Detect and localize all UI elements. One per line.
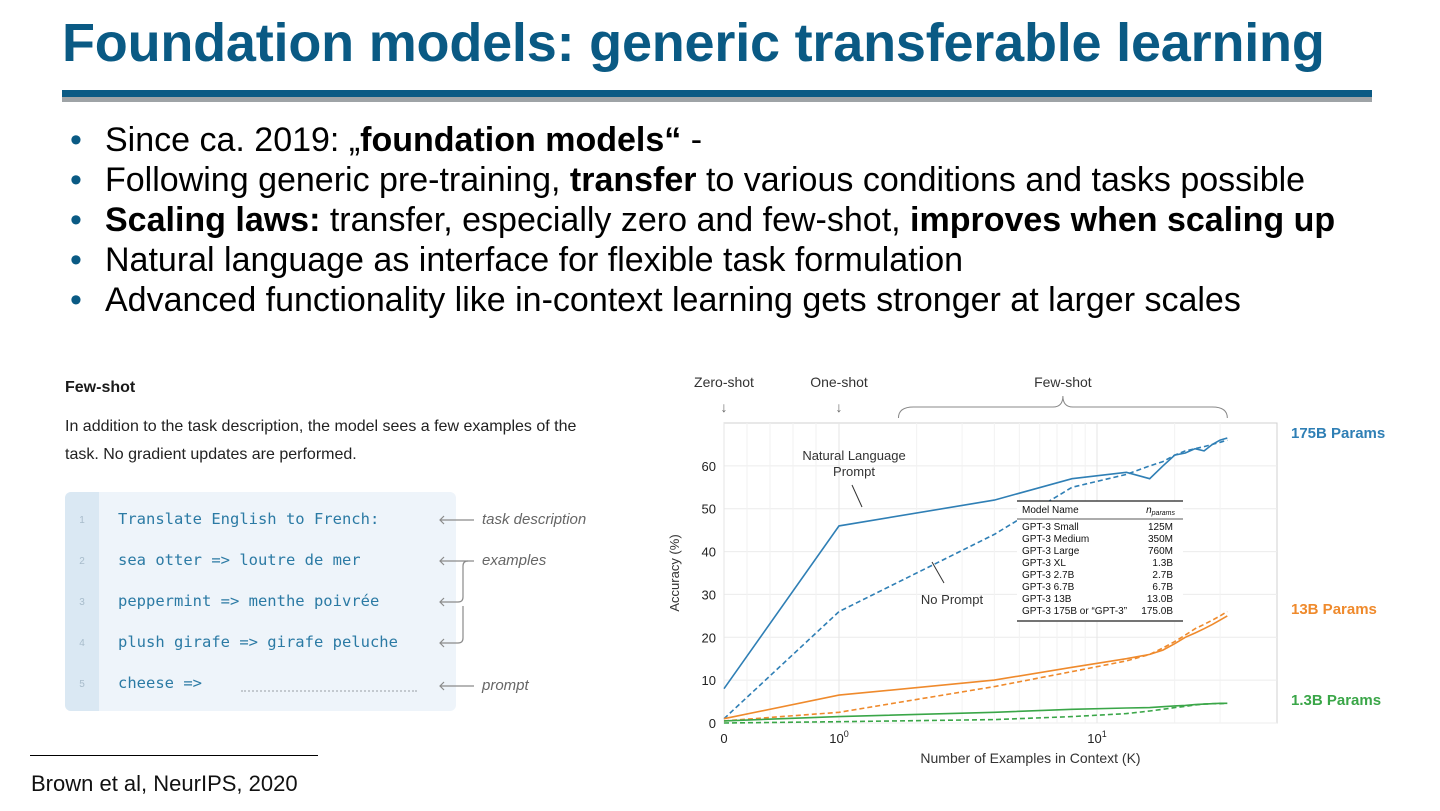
- bullet-text: Since ca. 2019: „: [105, 121, 361, 159]
- bullet-text: Advanced functionality like in-context l…: [105, 281, 1241, 319]
- table-cell-params: 350M: [1148, 534, 1173, 545]
- code-text: sea otter => loutre de mer: [118, 551, 361, 569]
- fewshot-description: In addition to the task description, the…: [65, 418, 577, 463]
- model-table-bg: [1017, 501, 1183, 622]
- table-cell-name: GPT-3 6.7B: [1022, 582, 1075, 593]
- series-line-0: [723, 437, 1228, 690]
- bullet-item: Following generic pre-training, transfer…: [70, 160, 1335, 200]
- series-line-4: [723, 702, 1228, 722]
- bullet-text: -: [681, 121, 703, 159]
- citation: Brown et al, NeurIPS, 2020: [31, 771, 298, 796]
- series-line-1: [723, 439, 1228, 720]
- annotation-prompt: prompt: [482, 677, 529, 694]
- plot-area: [723, 422, 1278, 724]
- bullet-item: Scaling laws: transfer, especially zero …: [70, 200, 1335, 240]
- annotation-examples: examples: [482, 552, 547, 569]
- table-cell-params: 13.0B: [1147, 594, 1173, 605]
- x-tick-label: 101: [1087, 729, 1106, 746]
- line-number: 3: [79, 597, 85, 608]
- table-cell-name: GPT-3 Medium: [1022, 534, 1089, 545]
- bullet-bold-text: transfer: [569, 161, 697, 199]
- series-line-5: [723, 702, 1228, 724]
- label-one-shot: One-shot: [810, 374, 868, 390]
- table-cell-params: 1.3B: [1152, 558, 1173, 569]
- table-cell-params: 6.7B: [1152, 582, 1173, 593]
- y-tick-label: 60: [702, 459, 716, 474]
- bullet-bold-text: Scaling laws:: [105, 201, 321, 239]
- y-tick-label: 0: [709, 716, 716, 731]
- series-line-3: [723, 610, 1228, 722]
- table-header: nparams: [1146, 505, 1175, 517]
- bullet-text: transfer, especially zero and few-shot,: [320, 201, 911, 239]
- fewshot-title: Few-shot: [65, 379, 136, 396]
- code-text: plush girafe => girafe peluche: [118, 633, 398, 651]
- annotation-natural-language: Natural Language: [802, 448, 905, 463]
- table-cell-params: 175.0B: [1141, 606, 1173, 617]
- table-cell-params: 2.7B: [1152, 570, 1173, 581]
- table-cell-name: GPT-3 175B or “GPT-3”: [1022, 606, 1127, 617]
- title-rule-blue: [62, 90, 1372, 97]
- line-number: 5: [79, 679, 85, 690]
- annotation-pointer: [851, 484, 863, 508]
- table-header: Model Name: [1022, 505, 1079, 516]
- footnote-rule: [30, 755, 318, 756]
- title-rule-gray: [62, 97, 1372, 102]
- arrow-zero-shot: ↓: [721, 399, 728, 415]
- bullet-text: to various conditions and tasks possible: [696, 161, 1306, 199]
- bullet-item: Natural language as interface for flexib…: [70, 240, 1335, 280]
- code-line: 2 sea otter => loutre de mer: [65, 551, 456, 571]
- y-axis-title: Accuracy (%): [667, 534, 682, 611]
- table-cell-name: GPT-3 2.7B: [1022, 570, 1075, 581]
- code-text: Translate English to French:: [118, 510, 380, 528]
- annotation-task-description: task description: [482, 511, 587, 528]
- label-few-shot: Few-shot: [1034, 374, 1092, 390]
- y-tick-label: 40: [702, 545, 716, 560]
- annotation-arrows: [439, 515, 474, 691]
- table-cell-name: GPT-3 13B: [1022, 594, 1072, 605]
- line-number-gutter: [65, 492, 99, 711]
- scaling-chart: 0 10 20 30 40 50 60 0 100 101 Number of Examples i…: [667, 374, 1385, 766]
- series-label: 13B Params: [1291, 601, 1377, 618]
- code-line: 5 cheese =>: [65, 674, 456, 694]
- code-line: 3 peppermint => menthe poivrée: [65, 592, 456, 612]
- series-label: 175B Params: [1291, 425, 1385, 442]
- code-text: cheese =>: [118, 674, 202, 692]
- table-cell-params: 760M: [1148, 546, 1173, 557]
- line-number: 4: [79, 638, 85, 649]
- code-line: 4 plush girafe => girafe peluche: [65, 633, 456, 653]
- slide-title: Foundation models: generic transferable …: [62, 13, 1325, 73]
- bullet-item: Since ca. 2019: „foundation models“ -: [70, 120, 1335, 160]
- bullet-list: Since ca. 2019: „foundation models“ -Fol…: [70, 120, 1335, 320]
- table-cell-name: GPT-3 Large: [1022, 546, 1080, 557]
- arrow-one-shot: ↓: [836, 399, 843, 415]
- x-axis-title: Number of Examples in Context (K): [920, 750, 1140, 766]
- series-label: 1.3B Params: [1291, 692, 1381, 709]
- x-tick-label: 100: [829, 729, 848, 746]
- bullet-bold-text: foundation models“: [360, 121, 682, 159]
- label-zero-shot: Zero-shot: [694, 374, 754, 390]
- y-tick-label: 50: [702, 502, 716, 517]
- table-cell-name: GPT-3 Small: [1022, 522, 1079, 533]
- annotation-pointer: [931, 561, 945, 584]
- y-tick-label: 20: [702, 630, 716, 645]
- code-text: peppermint => menthe poivrée: [118, 592, 380, 610]
- table-cell-params: 125M: [1148, 522, 1173, 533]
- bullet-bold-text: improves when scaling up: [910, 201, 1336, 239]
- bullet-text: Following generic pre-training,: [105, 161, 570, 199]
- few-shot-brace: [897, 395, 1228, 419]
- annotation-prompt-word: Prompt: [833, 464, 875, 479]
- line-number: 2: [79, 556, 85, 567]
- series-line-2: [723, 615, 1228, 720]
- y-tick-label: 30: [702, 587, 716, 602]
- line-number: 1: [79, 515, 85, 526]
- y-tick-label: 10: [702, 673, 716, 688]
- bullet-text: Natural language as interface for flexib…: [105, 241, 964, 279]
- prompt-dotted-line: [241, 690, 417, 692]
- bullet-item: Advanced functionality like in-context l…: [70, 280, 1335, 320]
- code-line: 1 Translate English to French:: [65, 510, 456, 530]
- x-tick-label: 0: [720, 731, 727, 746]
- annotation-no-prompt: No Prompt: [921, 592, 984, 607]
- table-cell-name: GPT-3 XL: [1022, 558, 1066, 569]
- code-example-box: 1 Translate English to French: 2 sea otter …: [65, 492, 456, 711]
